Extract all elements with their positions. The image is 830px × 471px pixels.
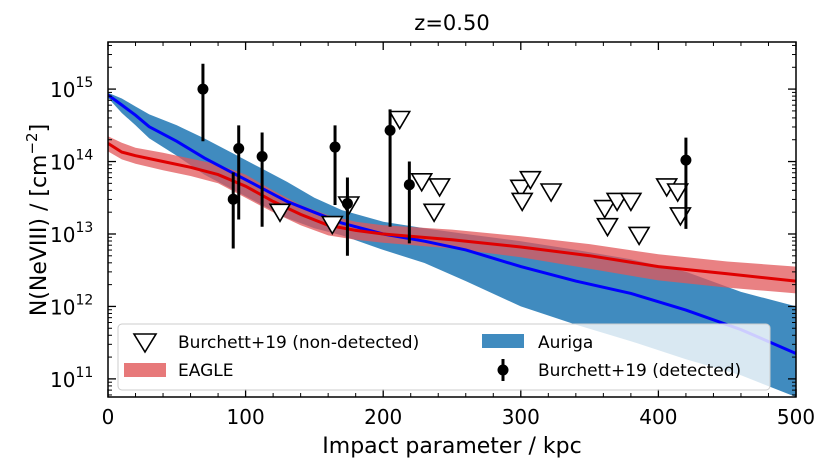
x-tick-label: 400 xyxy=(639,405,677,429)
y-tick-label: 1011 xyxy=(50,365,93,392)
y-tick-label: 1013 xyxy=(50,220,93,247)
legend-auriga-swatch xyxy=(482,334,524,348)
detected-marker-0 xyxy=(197,83,209,95)
y-tick-label: 1012 xyxy=(50,292,93,319)
x-axis-ticks: 0 100 200 300 400 500 xyxy=(102,42,815,429)
x-tick-label: 200 xyxy=(364,405,402,429)
non-detected-marker-7 xyxy=(509,179,533,199)
non-detected-marker-10 xyxy=(539,183,563,203)
legend-detected-marker xyxy=(497,364,509,376)
non-detected-marker-9 xyxy=(519,170,542,191)
y-axis-label-exponent: −2 xyxy=(23,132,41,154)
observations xyxy=(197,63,692,256)
detected-marker-5 xyxy=(341,198,353,210)
detected-marker-7 xyxy=(403,179,415,191)
y-axis-label-main: N(NeVIII) / [cm xyxy=(27,155,52,317)
non-detected-marker-13 xyxy=(605,192,629,212)
y-axis-label-close: ] xyxy=(27,124,52,133)
legend-non-detected-marker xyxy=(132,333,158,354)
legend-non-detected-label: Burchett+19 (non-detected) xyxy=(178,333,419,353)
y-axis-label: N(NeVIII) / [cm−2] xyxy=(23,124,52,316)
legend-eagle-swatch xyxy=(124,363,166,377)
non-detected-marker-5 xyxy=(428,178,451,198)
non-detected-marker-8 xyxy=(510,192,534,212)
legend: Burchett+19 (non-detected) Auriga EAGLE … xyxy=(117,323,771,391)
non-detected-marker-0 xyxy=(268,203,292,223)
y-tick-label: 1014 xyxy=(50,148,93,175)
legend-frame xyxy=(117,323,771,391)
eagle-median-line xyxy=(108,142,796,283)
non-detected-marker-6 xyxy=(422,203,446,223)
chart-title: z=0.50 xyxy=(414,11,489,35)
x-tick-label: 0 xyxy=(102,405,115,429)
detected-marker-2 xyxy=(233,143,245,154)
non-detected-marker-15 xyxy=(627,226,651,246)
x-axis-label: Impact parameter / kpc xyxy=(322,434,581,459)
detected-marker-1 xyxy=(227,193,239,205)
eagle-band xyxy=(108,136,796,294)
non-detected-marker-4 xyxy=(410,173,434,193)
non-detected-marker-12 xyxy=(596,217,619,238)
non-detected-marker-3 xyxy=(388,110,412,131)
model-bands xyxy=(108,92,796,397)
plot-frame xyxy=(107,41,797,398)
legend-auriga-label: Auriga xyxy=(538,333,593,353)
non-detected-marker-1 xyxy=(320,215,344,236)
legend-eagle-label: EAGLE xyxy=(178,361,233,381)
detected-marker-3 xyxy=(256,150,268,162)
x-tick-label: 100 xyxy=(227,405,265,429)
non-detected-marker-11 xyxy=(593,199,617,220)
y-axis-ticks: 1011 1012 1013 1014 1015 xyxy=(50,44,796,396)
detected-marker-4 xyxy=(329,141,341,153)
detected-marker-8 xyxy=(680,154,692,166)
detected-marker-6 xyxy=(384,124,396,136)
y-tick-label: 1015 xyxy=(50,75,93,102)
non-detected-marker-17 xyxy=(666,183,690,203)
x-tick-label: 300 xyxy=(502,405,540,429)
non-detected-marker-14 xyxy=(619,192,643,212)
legend-detected-label: Burchett+19 (detected) xyxy=(538,361,741,381)
x-tick-label: 500 xyxy=(777,405,815,429)
